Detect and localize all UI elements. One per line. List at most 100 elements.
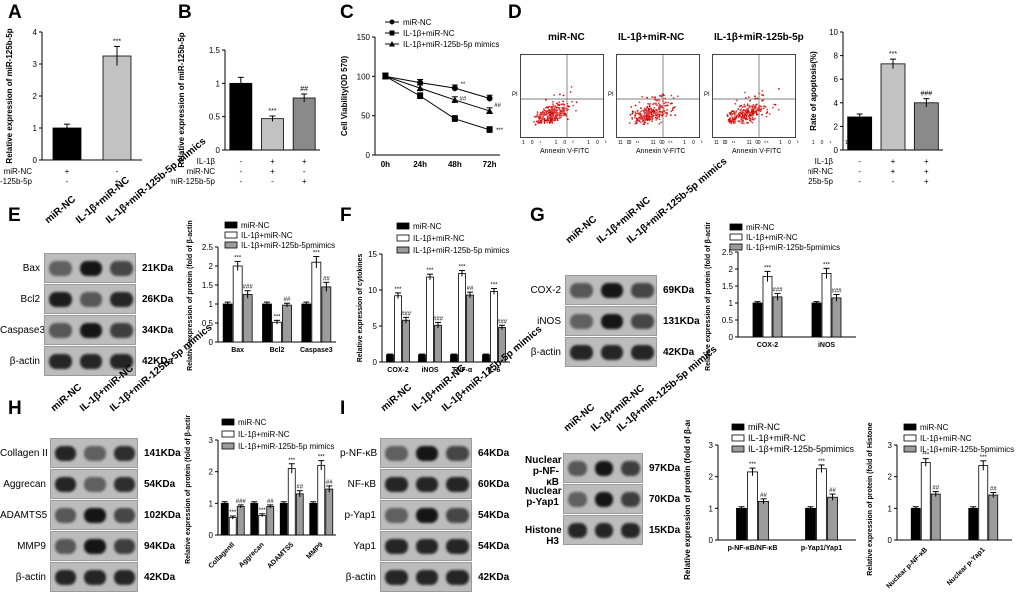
blot-band xyxy=(385,539,408,554)
significance-label: *** xyxy=(313,251,321,257)
flow-event xyxy=(737,108,740,110)
flow-event xyxy=(630,106,633,108)
flow-event xyxy=(741,122,743,125)
treatment-mark: + xyxy=(65,167,70,176)
significance-label: ** xyxy=(461,82,466,88)
blot-lane-strip xyxy=(50,500,138,530)
flow-event xyxy=(543,114,546,116)
blot-band xyxy=(621,492,640,507)
flow-event xyxy=(561,108,564,110)
flow-event xyxy=(659,114,661,116)
bar xyxy=(827,496,838,541)
legend-label: IL-1β+miR-NC xyxy=(748,433,806,443)
blot-row-label: ADAMTS5 xyxy=(0,510,48,521)
flow-event xyxy=(540,117,543,120)
blot-band xyxy=(600,283,624,298)
flow-event xyxy=(664,97,667,100)
blot-lane-strip xyxy=(44,284,136,314)
chart-c: 0 50 100 150 Cell Viability(OD 570) 0h 24h 48h 7… xyxy=(340,18,504,169)
flow-event xyxy=(755,112,758,115)
bar xyxy=(261,118,284,151)
flow-event xyxy=(750,110,753,113)
flow-event xyxy=(655,112,657,114)
chart-f: 0 5 10 15 Relative expression of cytokines **… xyxy=(357,222,510,374)
flow-event xyxy=(658,107,661,109)
flow-event xyxy=(674,106,676,108)
bar xyxy=(242,294,253,343)
flow-event xyxy=(539,113,541,116)
flow-event xyxy=(656,114,658,117)
flow-event xyxy=(558,101,561,104)
significance-label: ### xyxy=(433,316,444,322)
data-point xyxy=(451,115,458,122)
legend-swatch xyxy=(903,423,917,431)
significance-label: *** xyxy=(288,458,296,464)
flow-event xyxy=(636,110,639,112)
flow-event xyxy=(662,107,665,110)
bar xyxy=(910,507,921,541)
data-point xyxy=(486,107,494,114)
flow-event xyxy=(561,103,564,106)
data-point xyxy=(451,96,459,103)
flow-event xyxy=(634,122,637,125)
category-label: iNOS xyxy=(818,342,835,349)
blot-kda-label: 54KDa xyxy=(478,510,510,521)
y-tick-label: 150 xyxy=(357,33,371,42)
y-tick-label: 1 xyxy=(709,504,714,513)
blot-row-label: Nuclear p-NF-κB xyxy=(525,455,562,488)
flow-event xyxy=(546,118,549,121)
y-tick-label: 1 xyxy=(33,124,38,133)
flow-event xyxy=(749,114,752,117)
blot-band xyxy=(568,492,587,507)
chart-h: 0 1 2 3 Relative expression of protein (fold… xyxy=(185,415,336,570)
bar xyxy=(847,116,873,151)
flow-event xyxy=(634,116,636,119)
flow-event xyxy=(658,99,661,102)
x-tick-label: 48h xyxy=(448,160,462,169)
treatment-mark: + xyxy=(115,177,120,186)
flow-event xyxy=(739,109,742,112)
blot-row-label: β-actin xyxy=(15,572,46,583)
y-tick-label: 1.5 xyxy=(722,282,734,291)
flow-event xyxy=(733,118,736,121)
flow-event xyxy=(533,115,536,118)
chart-i1: 0 1 2 3 Relative expression of protein (fold… xyxy=(683,420,856,580)
flow-event xyxy=(536,111,539,113)
flow-event xyxy=(550,108,553,110)
flow-event xyxy=(646,122,649,125)
flow-event xyxy=(563,111,565,114)
chart-b: 0 0.5 1 1.5 Relative expression of miR-125b-… xyxy=(170,32,320,186)
flow-event xyxy=(735,112,737,114)
legend-swatch xyxy=(396,246,410,254)
flow-event xyxy=(655,103,657,106)
flow-event xyxy=(550,112,552,114)
blot-band xyxy=(84,539,106,554)
blot-band xyxy=(110,354,133,369)
treatment-mark: - xyxy=(116,167,119,176)
x-tick-label: 72h xyxy=(483,160,497,169)
flow-event xyxy=(559,114,561,117)
y-tick-label: 1.5 xyxy=(202,281,214,290)
y-tick-label: 1 xyxy=(888,504,893,513)
significance-label: *** xyxy=(980,455,988,461)
flow-event xyxy=(543,117,546,120)
flow-event xyxy=(730,122,733,125)
flow-event xyxy=(559,93,561,96)
blot-band xyxy=(79,261,103,276)
flow-event xyxy=(556,102,558,105)
blot-kda-label: 34KDa xyxy=(142,325,174,336)
flow-plot xyxy=(616,54,700,138)
y-tick-label: 2 xyxy=(209,262,214,271)
flow-event xyxy=(575,109,577,112)
bar xyxy=(418,354,426,363)
flow-event xyxy=(749,99,752,102)
bar xyxy=(466,294,474,363)
flow-event xyxy=(754,117,756,120)
flow-event xyxy=(640,110,643,113)
flow-event xyxy=(644,119,647,122)
flow-event xyxy=(547,106,549,109)
bar xyxy=(772,296,783,338)
blot-lane-strip xyxy=(50,438,138,468)
series-line xyxy=(385,75,490,112)
